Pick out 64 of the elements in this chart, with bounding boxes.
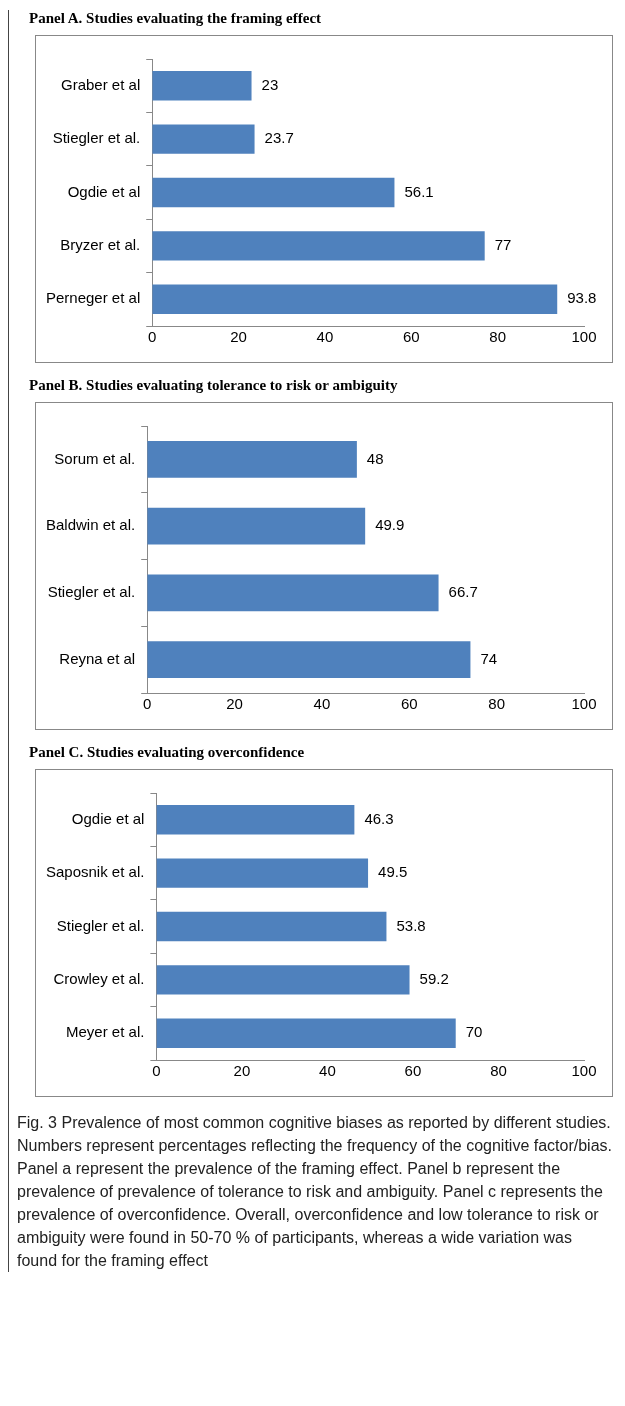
y-tick-label: Stiegler et al. — [56, 916, 145, 934]
y-tick-label: Graber et al — [61, 75, 141, 93]
bar — [147, 641, 471, 678]
x-tick-label: 0 — [152, 1062, 161, 1080]
bar — [152, 71, 252, 101]
y-tick-label: Sorum et al. — [54, 449, 136, 467]
data-label: 49.5 — [378, 863, 408, 881]
x-tick-label: 40 — [316, 328, 334, 346]
x-tick-label: 100 — [571, 1062, 597, 1080]
y-tick-label: Saposnik et al. — [45, 863, 145, 881]
bar — [156, 858, 369, 888]
bar — [147, 507, 366, 545]
data-label: 66.7 — [448, 583, 478, 601]
data-label: 53.8 — [396, 916, 426, 934]
y-tick-label: Meyer et al. — [66, 1023, 145, 1041]
bar — [152, 284, 558, 314]
x-tick-label: 0 — [148, 328, 157, 346]
caption: Fig. 3 Prevalence of most common cognitive biases as reported by different studies. Numbers represent percentages reflecting the frequency of the cognitive factor/bias. Panel a represent the prevalence of the framing effect. Panel b represent the prevalence of prevalence of tolerance to risk and ambiguity. Panel c represents the prevalence of overconfidence. Overall, overconfidence and low tolerance to risk or ambiguity were found in 50-70 % of participants, whereas a wide variation was found for the framing effect — [17, 1113, 613, 1271]
x-tick-label: 0 — [143, 695, 152, 713]
y-tick-label: Bryzer et al. — [60, 236, 141, 254]
bar — [147, 441, 357, 478]
data-label: 59.2 — [419, 970, 449, 988]
data-label: 74 — [480, 649, 498, 667]
chart-title: Panel C. Studies evaluating overconfidence — [29, 744, 306, 761]
x-tick-label: 80 — [490, 1062, 507, 1080]
x-tick-label: 20 — [226, 695, 243, 713]
data-label: 23.7 — [264, 129, 294, 147]
bar — [152, 177, 395, 208]
x-tick-label: 80 — [488, 695, 505, 713]
data-label: 48 — [366, 449, 384, 467]
x-tick-label: 100 — [571, 695, 597, 713]
data-label: 56.1 — [404, 182, 434, 200]
x-tick-label: 80 — [489, 328, 506, 346]
data-label: 49.9 — [375, 516, 405, 534]
data-label: 23 — [261, 75, 279, 93]
bar — [156, 911, 387, 942]
x-tick-label: 100 — [571, 328, 597, 346]
data-label: 93.8 — [567, 289, 597, 307]
bar — [156, 805, 355, 835]
data-label: 46.3 — [364, 809, 394, 827]
data-label: 77 — [494, 236, 512, 254]
x-tick-label: 20 — [230, 328, 247, 346]
bar — [147, 574, 439, 612]
bar — [152, 124, 255, 154]
x-tick-label: 60 — [404, 1062, 422, 1080]
y-tick-label: Stiegler et al. — [47, 583, 136, 601]
bar — [152, 231, 485, 261]
x-tick-label: 60 — [402, 328, 420, 346]
chart-title: Panel B. Studies evaluating tolerance to risk or ambiguity — [29, 377, 399, 394]
y-tick-label: Perneger et al — [45, 289, 141, 307]
x-tick-label: 60 — [400, 695, 418, 713]
chart-title: Panel A. Studies evaluating the framing effect — [29, 10, 323, 27]
y-tick-label: Crowley et al. — [53, 970, 145, 988]
bar — [156, 965, 410, 995]
bar — [156, 1018, 456, 1048]
y-tick-label: Ogdie et al — [71, 809, 145, 827]
data-label: 70 — [465, 1023, 483, 1041]
x-tick-label: 20 — [233, 1062, 251, 1080]
y-tick-label: Baldwin et al. — [46, 516, 136, 534]
y-tick-label: Ogdie et al — [67, 182, 141, 200]
x-tick-label: 40 — [313, 695, 331, 713]
x-tick-label: 40 — [319, 1062, 336, 1080]
y-tick-label: Reyna et al — [59, 649, 136, 667]
y-tick-label: Stiegler et al. — [52, 129, 141, 147]
